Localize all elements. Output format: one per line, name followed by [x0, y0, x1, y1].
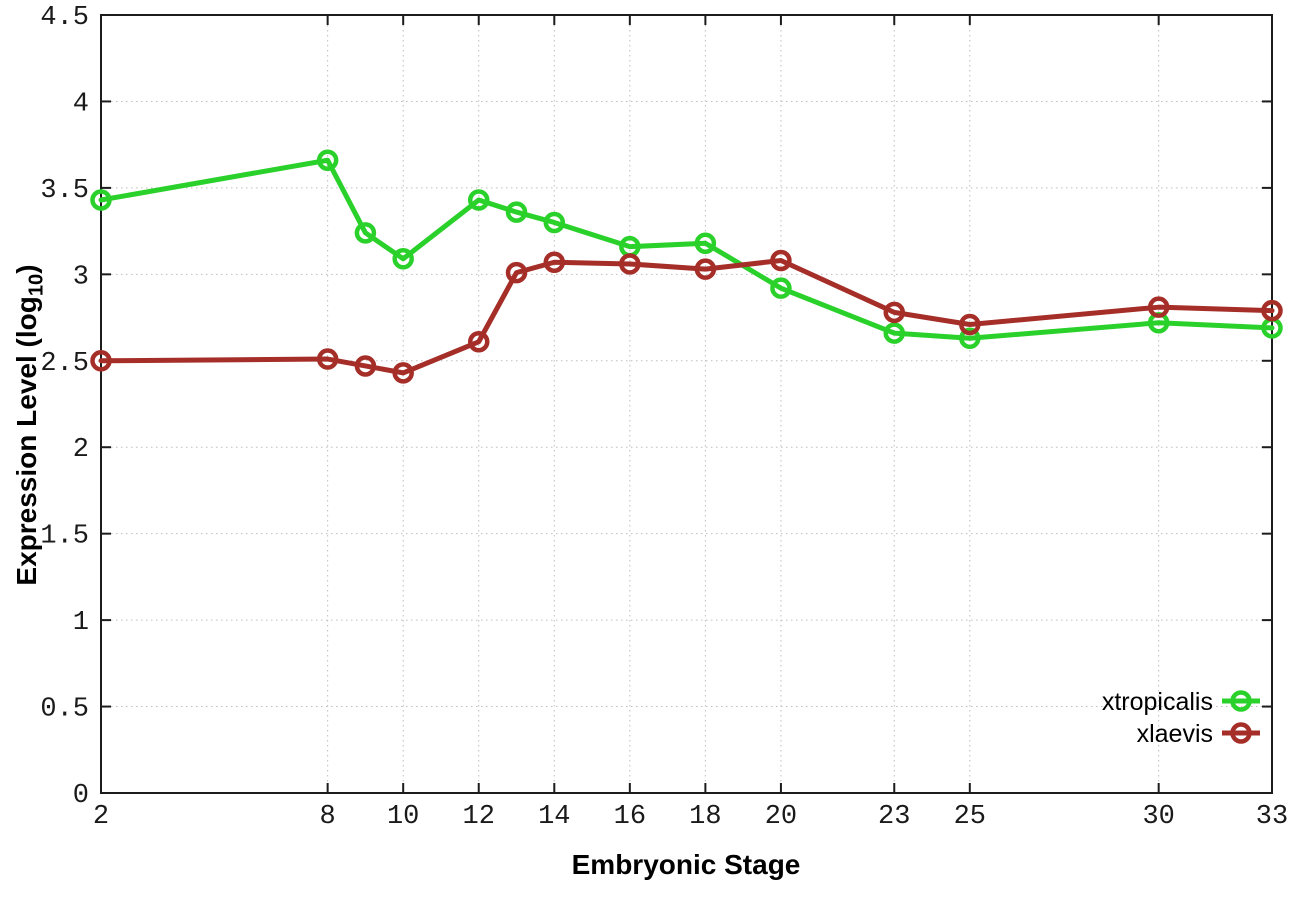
y-tick-label: 4 — [73, 89, 89, 119]
y-tick-label: 3.5 — [40, 176, 89, 206]
series-xtropicalis — [90, 149, 1283, 350]
tick-labels: 2 8 10 12 14 16 18 20 23 25 30 33 0 0.5 1 1.5 2 2.5 3 3.5 4 4… — [40, 3, 1288, 832]
x-tick-label: 10 — [387, 802, 419, 832]
legend-marker-xtropicalis — [1230, 690, 1252, 712]
data-point-xtropicalis — [90, 189, 112, 211]
data-point-xlaevis — [694, 258, 717, 280]
y-tick-label: 3 — [73, 262, 89, 292]
data-point-xlaevis — [883, 301, 906, 324]
data-point-xlaevis — [619, 253, 641, 275]
y-axis-title-prefix: Expression Level (log — [11, 296, 42, 586]
data-point-xtropicalis — [354, 222, 377, 244]
y-tick-label: 1 — [73, 608, 89, 638]
data-point-xlaevis — [354, 355, 377, 377]
x-axis-title: Embryonic Stage — [571, 849, 801, 880]
data-point-xlaevis — [1261, 299, 1283, 322]
y-tick-label: 2.5 — [40, 349, 89, 379]
axis-ticks — [100, 14, 1273, 794]
x-tick-label: 8 — [320, 802, 336, 832]
x-tick-label: 25 — [954, 802, 986, 832]
data-point-xlaevis — [770, 249, 792, 272]
data-point-xlaevis — [1147, 296, 1170, 318]
data-point-xlaevis — [959, 313, 981, 336]
legend-label-xlaevis: xlaevis — [1137, 720, 1213, 748]
y-tick-label: 0 — [73, 781, 89, 811]
y-axis-title-suffix: ) — [11, 264, 42, 274]
data-point-xtropicalis — [959, 327, 981, 350]
x-tick-label: 12 — [463, 802, 495, 832]
x-tick-label: 14 — [538, 802, 570, 832]
data-point-xlaevis — [90, 350, 112, 372]
legend-marker-xlaevis — [1230, 722, 1252, 744]
x-tick-label: 30 — [1142, 802, 1174, 832]
data-point-xlaevis — [467, 331, 490, 353]
y-tick-label: 4.5 — [40, 3, 89, 33]
y-tick-label: 2 — [73, 435, 89, 465]
series-xlaevis — [90, 249, 1283, 384]
legend-label-xtropicalis: xtropicalis — [1102, 688, 1213, 716]
data-point-xlaevis — [543, 251, 566, 273]
series-line-xlaevis — [98, 258, 1275, 376]
data-point-xtropicalis — [392, 248, 414, 270]
data-point-xlaevis — [505, 261, 528, 284]
x-tick-label: 23 — [878, 802, 910, 832]
x-tick-label: 2 — [93, 802, 109, 832]
y-axis-title: Expression Level (log10) — [11, 264, 48, 586]
x-tick-label: 18 — [689, 802, 721, 832]
y-tick-label: 0.5 — [40, 695, 89, 725]
data-point-xtropicalis — [770, 277, 792, 299]
data-point-xlaevis — [316, 348, 339, 370]
grid-lines — [101, 15, 1272, 793]
data-point-xlaevis — [392, 362, 414, 384]
y-tick-label: 1.5 — [40, 522, 89, 552]
x-tick-label: 16 — [614, 802, 646, 832]
data-point-xtropicalis — [467, 189, 490, 211]
data-point-xtropicalis — [883, 322, 906, 344]
data-point-xtropicalis — [543, 211, 566, 234]
plot-border — [100, 14, 1273, 794]
data-point-xtropicalis — [316, 149, 339, 171]
legend: xtropicalis xlaevis — [1102, 688, 1260, 748]
y-axis-title-subscript: 10 — [25, 273, 48, 297]
data-point-xtropicalis — [505, 201, 528, 223]
data-point-xtropicalis — [694, 232, 717, 254]
x-tick-label: 20 — [765, 802, 797, 832]
x-tick-label: 33 — [1256, 802, 1288, 832]
